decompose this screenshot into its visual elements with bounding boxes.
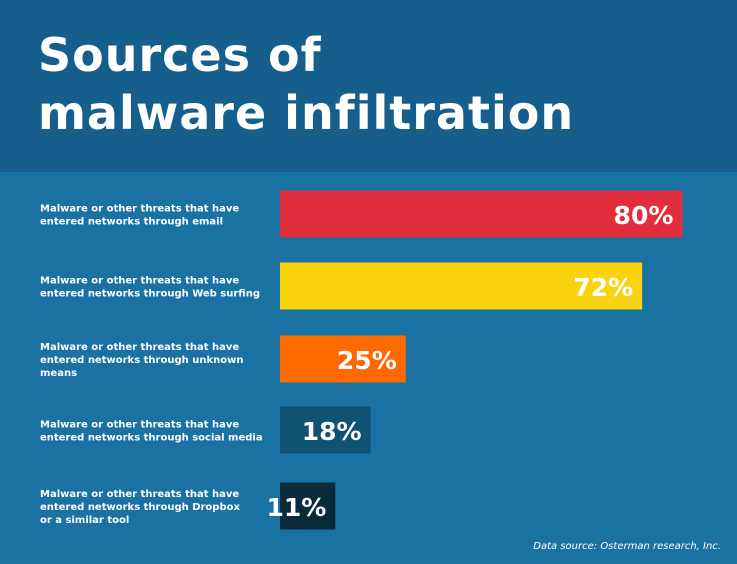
bar-value-label-1: 80% bbox=[614, 201, 674, 230]
category-label-1: Malware or other threats that have entere… bbox=[40, 204, 239, 228]
category-label-3: Malware or other threats that have entere… bbox=[40, 342, 243, 379]
bar-1 bbox=[280, 190, 683, 238]
bar-2 bbox=[280, 262, 643, 310]
bar-value-label-5: 11% bbox=[266, 493, 326, 522]
title-line-2: malware infiltration bbox=[38, 86, 575, 140]
bar-4 bbox=[280, 406, 371, 454]
title-line-1: Sources of bbox=[38, 28, 322, 82]
bar-value-label-4: 18% bbox=[302, 417, 362, 446]
bar-value-label-2: 72% bbox=[573, 273, 633, 302]
bar-3 bbox=[280, 335, 406, 383]
data-source-note: Data source: Osterman research, Inc. bbox=[533, 541, 721, 552]
page-title: Sources of malware infiltration bbox=[38, 26, 574, 142]
bar-5 bbox=[280, 482, 336, 530]
category-label-4: Malware or other threats that have entere… bbox=[40, 420, 263, 444]
category-label-2: Malware or other threats that have entere… bbox=[40, 276, 260, 300]
header-banner: Sources of malware infiltration bbox=[0, 0, 737, 172]
bar-value-label-3: 25% bbox=[337, 346, 397, 375]
category-label-5: Malware or other threats that have entere… bbox=[40, 489, 240, 526]
